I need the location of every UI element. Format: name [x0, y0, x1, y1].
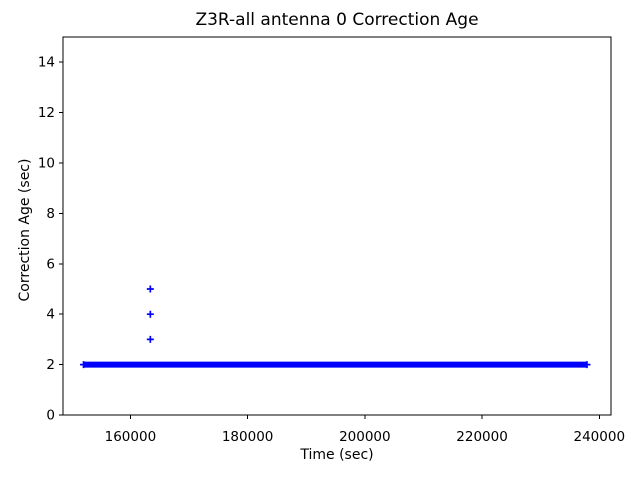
x-tick-label: 200000: [339, 429, 391, 445]
y-tick-label: 4: [46, 307, 55, 323]
x-axis-label: Time (sec): [300, 447, 374, 463]
x-tick-label: 240000: [574, 429, 626, 445]
x-tick-label: 160000: [105, 429, 157, 445]
y-tick-label: 6: [46, 256, 55, 272]
y-tick-label: 12: [38, 105, 55, 121]
y-axis-label: Correction Age (sec): [17, 158, 33, 302]
y-tick-label: 10: [38, 156, 55, 172]
plus-marker: [146, 285, 154, 293]
x-tick-label: 180000: [222, 429, 274, 445]
plus-marker: [146, 335, 154, 343]
y-tick-label: 14: [38, 55, 55, 71]
x-tick-label: 220000: [456, 429, 508, 445]
y-tick-label: 8: [46, 206, 55, 222]
plus-marker: [146, 310, 154, 318]
plot-border: [62, 36, 612, 416]
plus-marker: [583, 361, 591, 369]
y-tick-label: 2: [46, 357, 55, 373]
plus-marker: [80, 361, 88, 369]
y-tick-label: 0: [46, 408, 55, 424]
chart-title: Z3R-all antenna 0 Correction Age: [195, 10, 479, 30]
